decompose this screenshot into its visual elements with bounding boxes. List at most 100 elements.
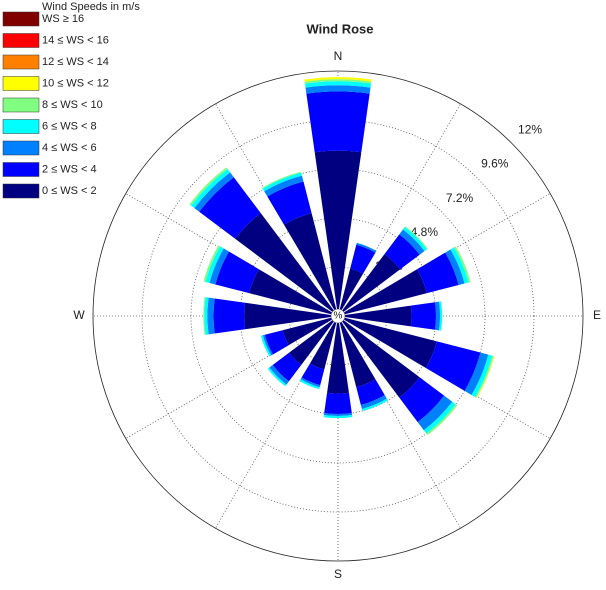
center-label: %: [334, 311, 343, 322]
wedge-segment: [304, 81, 372, 88]
legend-swatch: [2, 97, 40, 113]
legend-swatch: [2, 54, 40, 70]
legend-title: Wind Speeds in m/s: [42, 1, 140, 13]
wedge-segment: [314, 150, 362, 316]
wedge-segment: [235, 213, 338, 316]
wedge-segment: [417, 252, 459, 294]
wedge-segment: [209, 248, 230, 285]
r-tick-label: 12%: [518, 123, 542, 137]
wedge-segment: [262, 172, 302, 192]
wedge-segment: [445, 249, 465, 286]
wedge-segment: [453, 246, 471, 283]
legend-label: 14 ≤ WS < 16: [42, 34, 109, 46]
direction-label: E: [593, 308, 601, 322]
wedge-segment: [338, 269, 427, 316]
wedge-segment: [199, 177, 261, 239]
wedge-segment: [338, 316, 420, 398]
wedge-segment: [207, 297, 215, 335]
direction-label: W: [73, 308, 85, 322]
legend-label: 6 ≤ WS < 8: [42, 120, 97, 132]
spoke: [337, 193, 551, 317]
wedge-segment: [203, 245, 221, 282]
wedge-segment: [309, 316, 338, 370]
spoke: [337, 315, 461, 529]
wedge-segment: [260, 335, 272, 357]
wedge-segment: [205, 246, 224, 283]
wedge-segment: [350, 244, 376, 274]
spoke: [215, 315, 339, 529]
spoke: [125, 315, 339, 439]
direction-label: S: [334, 567, 342, 581]
wedge-segment: [323, 413, 353, 417]
wedge-segment: [399, 229, 425, 255]
wedge-segment: [189, 167, 228, 206]
wedge-segment: [269, 365, 289, 385]
legend-swatch: [2, 11, 40, 27]
wedge-segment: [338, 268, 363, 316]
wedge-segment: [249, 269, 338, 316]
center-hole: [330, 308, 346, 324]
legend-label: 2 ≤ WS < 4: [42, 163, 97, 175]
legend-label: 4 ≤ WS < 6: [42, 142, 97, 154]
wedge-segment: [338, 253, 401, 316]
wedge-segment: [299, 379, 320, 390]
wedge-segment: [404, 226, 428, 250]
grid-ring: [141, 119, 535, 513]
wedge-segment: [426, 404, 458, 436]
legend-label: 12 ≤ WS < 14: [42, 56, 109, 68]
wedge-segment: [244, 302, 338, 330]
wedge-segment: [289, 316, 338, 365]
r-tick-label: 7.2%: [446, 191, 474, 205]
wedge-segment: [399, 377, 445, 423]
wedge-segment: [327, 316, 349, 394]
wedge-segment: [425, 341, 481, 391]
wedge-segment: [262, 334, 273, 356]
wedge-segment: [417, 395, 453, 431]
wedge-segment: [272, 352, 302, 382]
wedge-segment: [215, 251, 259, 294]
wedge-segment: [356, 379, 385, 405]
wedge-segment: [306, 91, 370, 153]
wedge-segment: [361, 398, 388, 411]
legend-swatch: [2, 162, 40, 177]
wedge-segment: [384, 234, 420, 270]
wedge-segment: [356, 242, 377, 253]
legend-label: 0 ≤ WS < 2: [42, 185, 97, 197]
wedge-segment: [283, 213, 338, 316]
wedge-segment: [304, 79, 372, 84]
wedge-segment: [301, 363, 325, 386]
wedge-segment: [410, 302, 436, 330]
direction-label: N: [334, 49, 343, 63]
legend-label: WS ≥ 16: [42, 13, 84, 25]
legend-label: 8 ≤ WS < 10: [42, 99, 103, 111]
chart-title: Wind Rose: [306, 21, 373, 36]
wedge-segment: [194, 172, 234, 212]
grid-ring: [190, 168, 486, 464]
wedge-segment: [475, 355, 494, 398]
wedge-segment: [282, 316, 338, 346]
wedge-segment: [323, 415, 353, 419]
wedge-segment: [204, 297, 209, 335]
spoke: [337, 103, 461, 317]
legend-swatch: [2, 76, 40, 91]
spoke: [337, 315, 551, 439]
r-tick-label: 4.8%: [411, 225, 439, 239]
wedge-segment: [439, 301, 443, 331]
r-tick-label: 9.6%: [481, 157, 509, 171]
wedge-segment: [264, 175, 304, 197]
wedge-segment: [267, 181, 312, 225]
wedge-segment: [360, 395, 387, 409]
spoke: [215, 103, 339, 317]
wedge-segment: [450, 247, 469, 284]
wedge-segment: [338, 305, 412, 327]
wedge-segment: [471, 354, 493, 398]
wedge-segment: [423, 401, 456, 434]
legend-label: 10 ≤ WS < 12: [42, 77, 109, 89]
legend-swatch: [2, 119, 40, 134]
legend-swatch: [2, 33, 40, 48]
wedge-segment: [213, 298, 246, 334]
wedge-segment: [435, 301, 441, 331]
wedge-segment: [305, 85, 371, 94]
